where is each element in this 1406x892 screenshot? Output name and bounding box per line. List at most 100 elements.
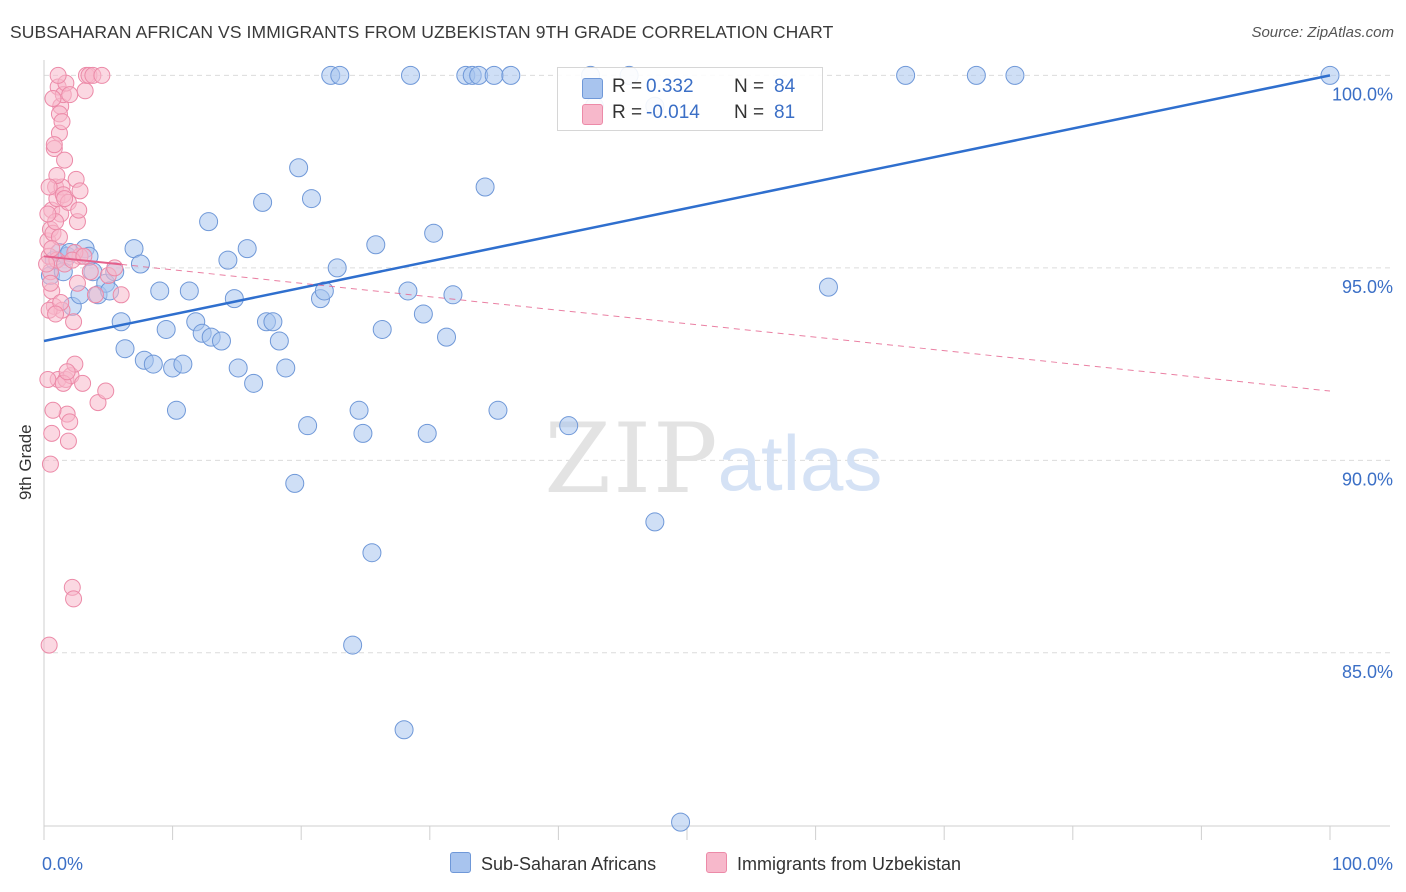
- point-sub-saharan: [424, 223, 444, 243]
- point-sub-saharan: [488, 400, 508, 420]
- point-sub-saharan: [343, 635, 363, 655]
- point-uzbekistan: [61, 413, 79, 431]
- trend-line-sub-saharan: [43, 74, 1331, 343]
- point-uzbekistan: [44, 401, 62, 419]
- bottom-legend-label: Immigrants from Uzbekistan: [737, 854, 962, 874]
- legend-r-key: R =: [612, 76, 643, 97]
- point-sub-saharan: [443, 285, 463, 305]
- point-uzbekistan: [81, 263, 99, 281]
- point-uzbekistan: [76, 82, 94, 100]
- point-sub-saharan: [401, 65, 421, 85]
- point-uzbekistan: [53, 113, 71, 131]
- point-uzbekistan: [47, 305, 65, 323]
- point-uzbekistan: [44, 89, 62, 107]
- point-uzbekistan: [49, 66, 67, 84]
- point-sub-saharan: [475, 177, 495, 197]
- point-sub-saharan: [645, 512, 665, 532]
- legend-r-key: R =: [612, 102, 643, 123]
- point-uzbekistan: [59, 432, 77, 450]
- point-sub-saharan: [559, 416, 579, 436]
- point-uzbekistan: [45, 136, 63, 154]
- x-tick-label: 0.0%: [42, 854, 83, 874]
- watermark-atlas: atlas: [718, 419, 883, 507]
- bottom-legend-swatch-pink: [706, 852, 727, 873]
- point-sub-saharan: [671, 812, 691, 832]
- y-tick-label: 95.0%: [1342, 277, 1393, 297]
- point-sub-saharan: [413, 304, 433, 324]
- legend-row-series1: R = 0.332 N = 84: [558, 75, 822, 101]
- point-sub-saharan: [166, 400, 186, 420]
- point-uzbekistan: [39, 205, 57, 223]
- point-sub-saharan: [269, 331, 289, 351]
- point-uzbekistan: [39, 370, 57, 388]
- point-sub-saharan: [327, 258, 347, 278]
- point-sub-saharan: [156, 319, 176, 339]
- y-axis-label: 9th Grade: [16, 424, 35, 500]
- trend-line-uzbekistan-solid: [43, 255, 122, 266]
- point-sub-saharan: [330, 65, 350, 85]
- legend-n-key: N =: [734, 76, 765, 97]
- point-uzbekistan: [56, 151, 74, 169]
- point-uzbekistan: [74, 374, 92, 392]
- trend-line-uzbekistan-dashed: [121, 263, 1331, 392]
- point-sub-saharan: [111, 312, 131, 332]
- point-sub-saharan: [394, 720, 414, 740]
- point-sub-saharan: [298, 416, 318, 436]
- point-sub-saharan: [366, 235, 386, 255]
- point-uzbekistan: [41, 455, 59, 473]
- point-sub-saharan: [173, 354, 193, 374]
- point-sub-saharan: [349, 400, 369, 420]
- point-uzbekistan: [61, 86, 79, 104]
- bottom-legend-label: Sub-Saharan Africans: [481, 854, 657, 874]
- legend-n-value: 84: [774, 76, 796, 97]
- point-uzbekistan: [65, 313, 83, 331]
- chart-title: SUBSAHARAN AFRICAN VS IMMIGRANTS FROM UZ…: [10, 22, 834, 42]
- point-uzbekistan: [56, 190, 74, 208]
- bottom-legend-item-2: Immigrants from Uzbekistan: [706, 852, 961, 875]
- watermark: ZIP atlas: [544, 403, 882, 515]
- point-sub-saharan: [199, 212, 219, 232]
- point-sub-saharan: [263, 312, 283, 332]
- point-uzbekistan: [112, 286, 130, 304]
- legend-r-value: 0.332: [646, 76, 694, 97]
- series-immigrants-uzbekistan: [38, 66, 130, 654]
- point-sub-saharan: [289, 158, 309, 178]
- legend: R = 0.332 N = 84 R = -0.014 N = 81: [557, 67, 823, 131]
- point-sub-saharan: [143, 354, 163, 374]
- point-sub-saharan: [372, 319, 392, 339]
- legend-row-series2: R = -0.014 N = 81: [558, 101, 822, 127]
- legend-r-value: -0.014: [646, 102, 700, 123]
- point-sub-saharan: [896, 65, 916, 85]
- point-uzbekistan: [43, 424, 61, 442]
- point-uzbekistan: [41, 274, 59, 292]
- point-sub-saharan: [150, 281, 170, 301]
- point-sub-saharan: [179, 281, 199, 301]
- point-sub-saharan: [218, 250, 238, 270]
- legend-swatch-pink: [582, 104, 603, 125]
- point-uzbekistan: [38, 255, 56, 273]
- point-uzbekistan: [68, 274, 86, 292]
- source-label: Source: ZipAtlas.com: [1251, 24, 1394, 41]
- point-sub-saharan: [130, 254, 150, 274]
- point-sub-saharan: [966, 65, 986, 85]
- point-sub-saharan: [253, 192, 273, 212]
- point-sub-saharan: [211, 331, 231, 351]
- point-sub-saharan: [417, 423, 437, 443]
- bottom-legend-item-1: Sub-Saharan Africans: [450, 852, 656, 875]
- point-sub-saharan: [285, 473, 305, 493]
- trend-lines: [43, 74, 1331, 392]
- point-sub-saharan: [353, 423, 373, 443]
- bottom-legend-swatch-blue: [450, 852, 471, 873]
- y-tick-label: 90.0%: [1342, 469, 1393, 489]
- y-tick-label: 100.0%: [1332, 84, 1393, 104]
- point-sub-saharan: [224, 289, 244, 309]
- legend-n-key: N =: [734, 102, 765, 123]
- point-uzbekistan: [86, 286, 104, 304]
- point-sub-saharan: [115, 339, 135, 359]
- point-sub-saharan: [362, 543, 382, 563]
- point-uzbekistan: [93, 66, 111, 84]
- point-uzbekistan: [97, 382, 115, 400]
- legend-swatch-blue: [582, 78, 603, 99]
- point-uzbekistan: [40, 636, 58, 654]
